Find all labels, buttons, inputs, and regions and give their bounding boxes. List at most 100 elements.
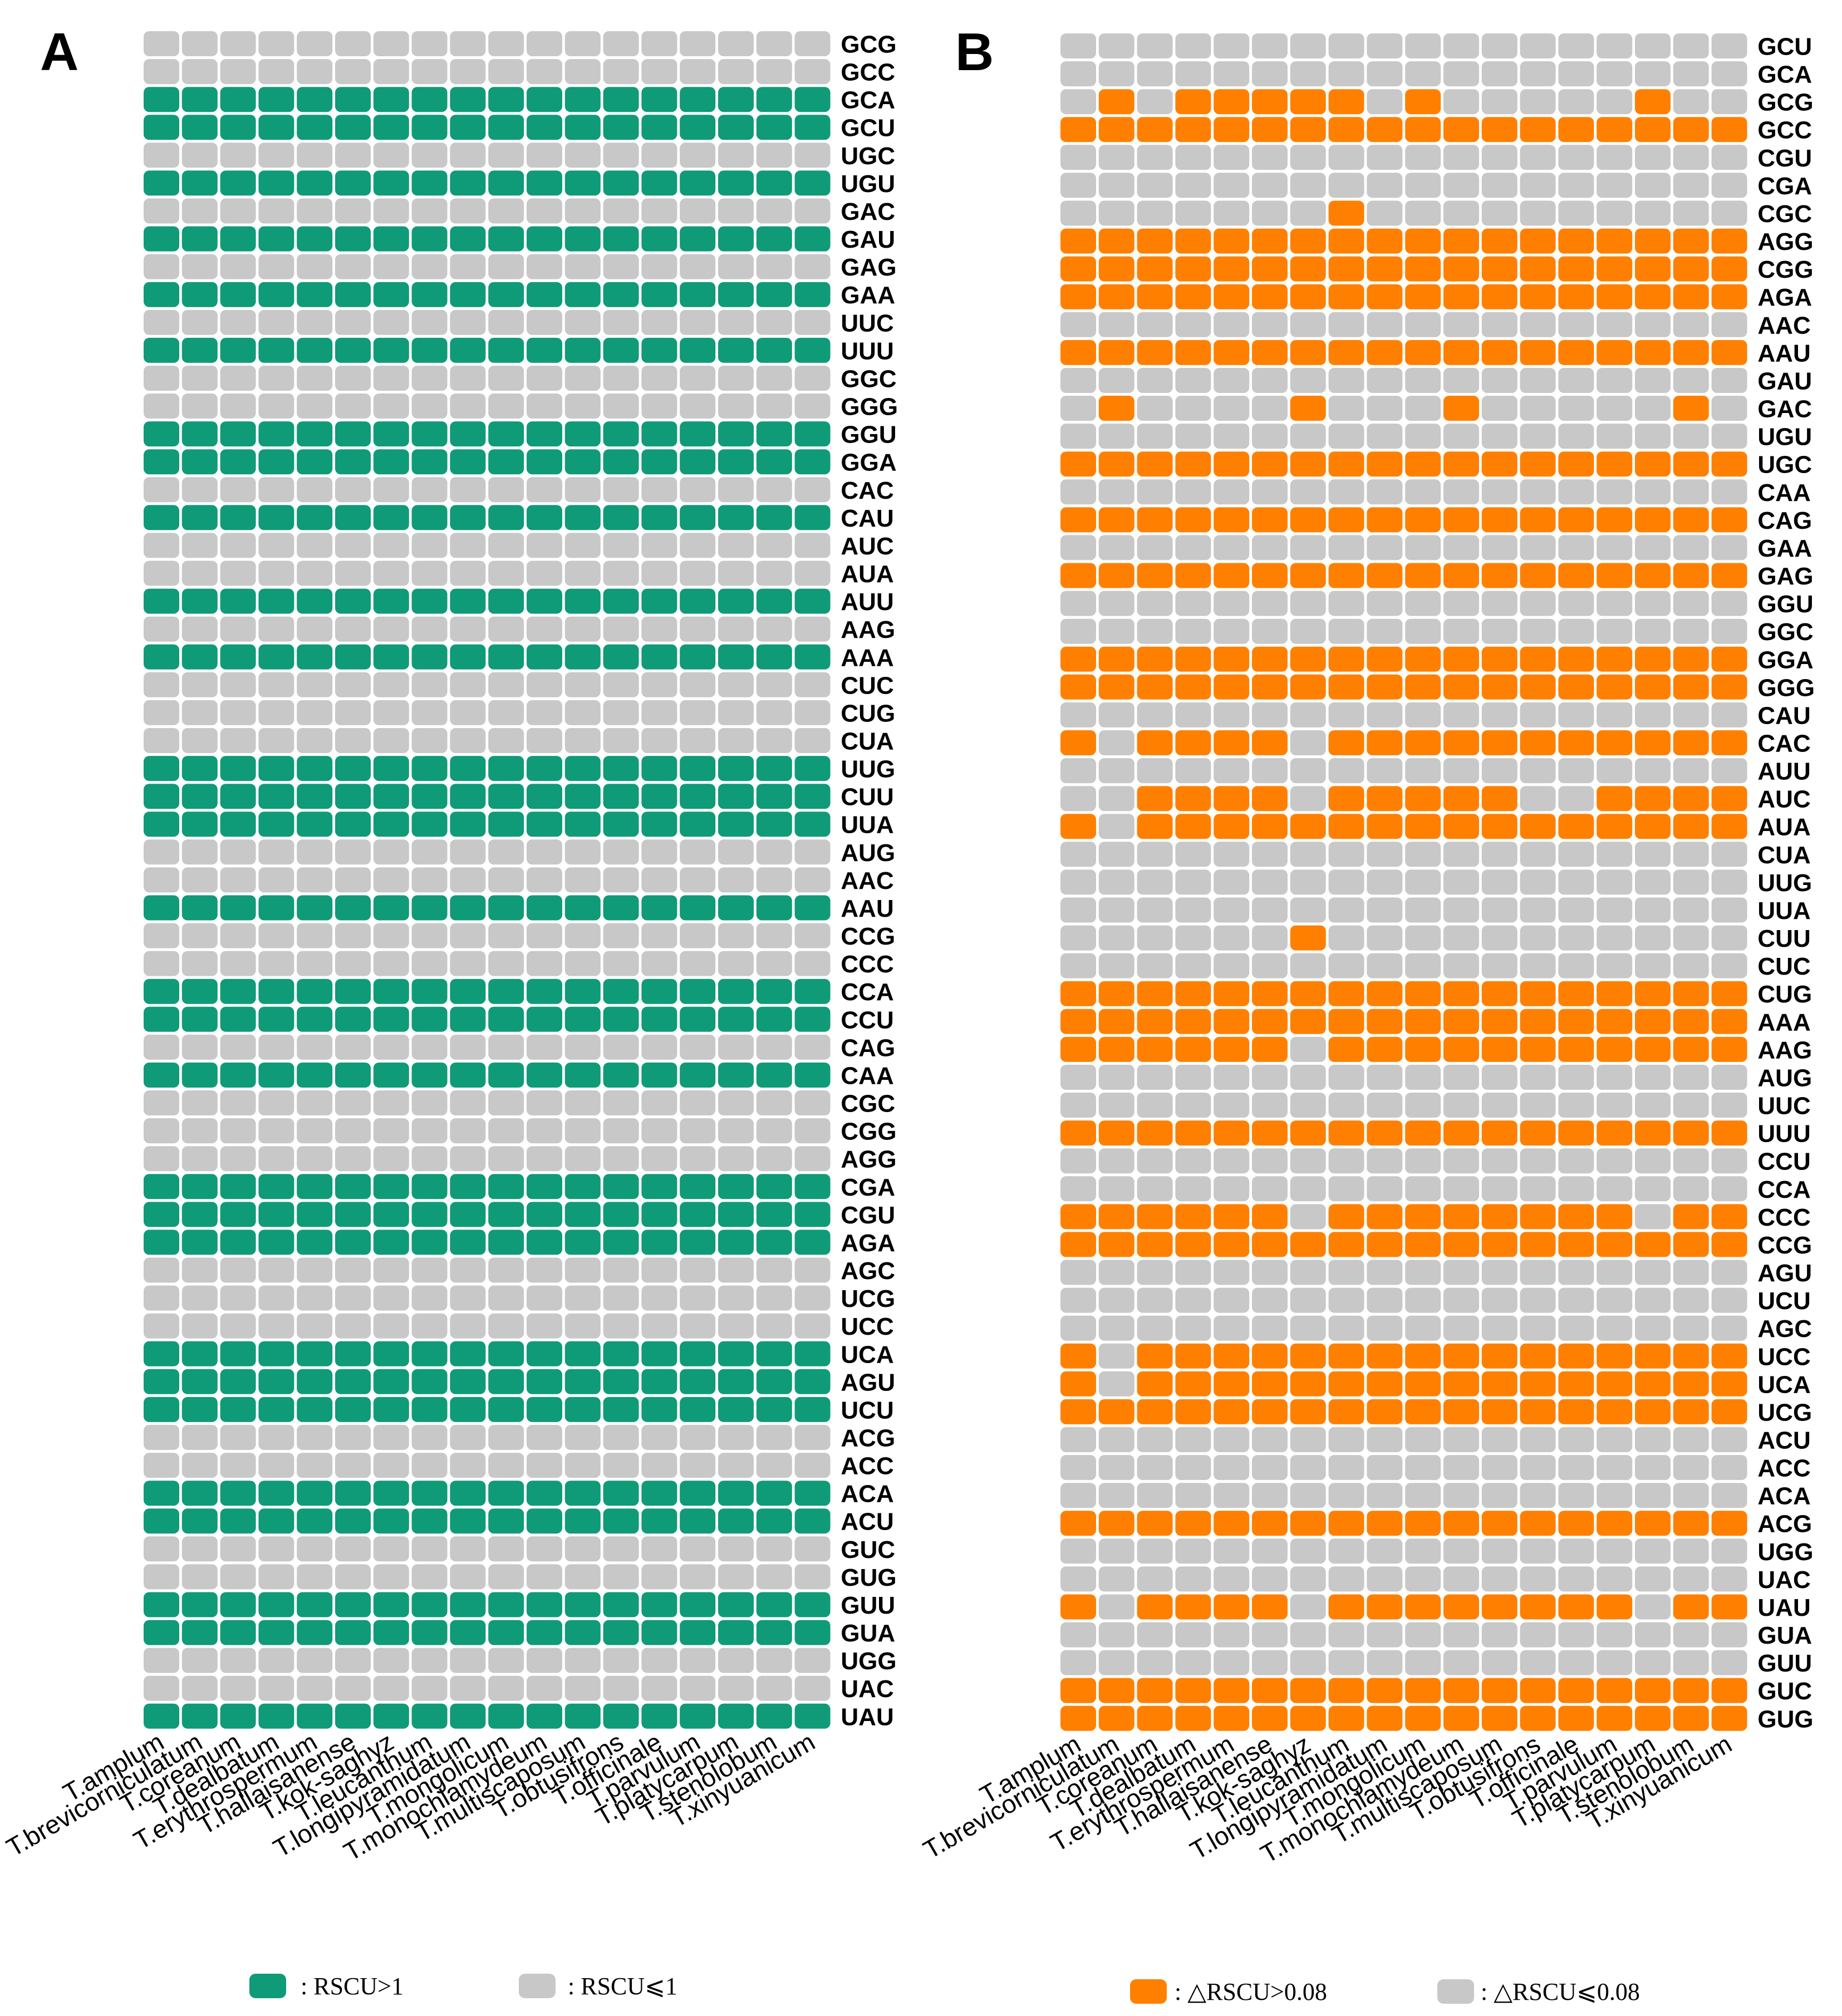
cell-CGA-T.dealbatum [258, 1174, 294, 1199]
cell-UCA-T.kok-saghyz [1290, 1371, 1326, 1397]
cell-CUG-T.obtusifrons [1520, 981, 1556, 1006]
cell-AUA-T.coreanum [1137, 814, 1173, 839]
cell-CCA-T.dealbatum [1175, 1176, 1211, 1202]
cell-CUU-T.parvulum [1597, 925, 1633, 951]
cell-GGU-T.hallaisanense [1252, 591, 1288, 616]
cell-CCC-T.parvulum [1597, 1204, 1633, 1230]
cell-AUG-T.dealbatum [258, 839, 294, 865]
cell-GGC-T.obtusifrons [603, 366, 639, 391]
cell-UCA-T.erythrospermum [1214, 1371, 1250, 1397]
cell-AGC-T.hallaisanense [335, 1257, 371, 1283]
cell-GGU-T.obtusifrons [603, 421, 639, 447]
cell-GUG-T.monochlamydeum [1443, 1705, 1479, 1731]
cell-CGA-T.longipyramidatum [1367, 173, 1403, 198]
cell-CUG-T.longipyramidatum [1367, 981, 1403, 1006]
cell-CCA-T.leucanthum [1328, 1176, 1364, 1202]
cell-UUG-T.platycarpum [718, 756, 754, 781]
cell-GUA-T.mongolicum [1405, 1622, 1441, 1648]
cell-UUU-T.monochlamydeum [1443, 1120, 1479, 1146]
cell-AAC-T.longipyramidatum [450, 867, 486, 893]
cell-CCA-T.brevicorniculatum [1098, 1176, 1134, 1202]
cell-CUC-T.hallaisanense [335, 672, 371, 697]
cell-GAC-T.erythrospermum [1214, 396, 1250, 421]
cell-GCU-T.hallaisanense [1252, 33, 1288, 58]
cell-CUC-T.kok-saghyz [1290, 953, 1326, 979]
panel-b-delta-rscu-heatmap: B GCUGCAGCGGCCCGUCGACGCAGGCGGAGAAACAAUGA… [918, 22, 1815, 2005]
cell-GUG-T.parvulum [1597, 1705, 1633, 1731]
cell-CGA-T.coreanum [1137, 173, 1173, 198]
cell-UUA-T.officinale [1558, 897, 1594, 923]
codon-label: CAA [841, 1063, 893, 1090]
cell-AAA-T.multiscaposum [1481, 1009, 1517, 1034]
cell-GUG-T.hallaisanense [1252, 1705, 1288, 1731]
cell-AUG-T.multiscaposum [1481, 1065, 1517, 1090]
cell-GUC-T.platycarpum [1635, 1678, 1671, 1703]
cell-UGG-T.parvulum [680, 1648, 716, 1673]
cell-GCG-T.parvulum [680, 31, 716, 56]
cell-UUG-T.platycarpum [1635, 869, 1671, 895]
cell-AGC-T.mongolicum [488, 1257, 524, 1283]
cell-GGU-T.brevicorniculatum [1098, 591, 1134, 616]
cell-CUU-T.platycarpum [718, 784, 754, 809]
cell-CCA-T.stenolobum [1673, 1176, 1709, 1202]
cell-CAG-T.amplum [1060, 507, 1096, 533]
cell-UGU-T.amplum [1060, 424, 1096, 449]
cell-CGG-T.hallaisanense [335, 1118, 371, 1144]
codon-label: AAC [841, 867, 893, 894]
cell-CGC-T.parvulum [1597, 200, 1633, 226]
cell-CCC-T.officinale [641, 951, 677, 976]
cell-AAU-T.platycarpum [718, 895, 754, 921]
cell-CCU-T.leucanthum [411, 1006, 448, 1032]
cell-GGU-T.kok-saghyz [1290, 591, 1326, 616]
cell-GCC-T.amplum [1060, 117, 1096, 142]
cell-ACC-T.erythrospermum [297, 1453, 333, 1478]
cell-UAU-T.erythrospermum [1214, 1594, 1250, 1620]
cell-GUU-T.hallaisanense [335, 1592, 371, 1617]
cell-UGU-T.obtusifrons [1520, 424, 1556, 449]
cell-CUU-T.obtusifrons [603, 784, 639, 809]
cell-GCC-T.amplum [144, 59, 179, 85]
cell-AAA-T.kok-saghyz [1290, 1009, 1326, 1034]
cell-AUG-T.kok-saghyz [1290, 1065, 1326, 1090]
cell-ACU-T.brevicorniculatum [1098, 1427, 1134, 1452]
cell-UCC-T.obtusifrons [1520, 1343, 1556, 1369]
cell-UUG-T.monochlamydeum [1443, 869, 1479, 895]
cell-CAG-T.platycarpum [1635, 507, 1671, 533]
cell-ACA-T.amplum [1060, 1483, 1096, 1508]
cell-GAG-T.xinyuanicum [1711, 563, 1747, 588]
cell-ACC-T.dealbatum [258, 1453, 294, 1478]
cell-CCA-T.officinale [1558, 1176, 1594, 1202]
cell-UCG-T.brevicorniculatum [181, 1285, 218, 1311]
cell-CCA-T.coreanum [1137, 1176, 1173, 1202]
codon-label: GAU [1757, 368, 1812, 395]
cell-UCA-T.stenolobum [756, 1341, 792, 1366]
cell-CUG-T.hallaisanense [1252, 981, 1288, 1006]
cell-GAU-T.coreanum [220, 226, 256, 252]
cell-CUA-T.xinyuanicum [1711, 842, 1747, 867]
cell-CGU-T.longipyramidatum [450, 1202, 486, 1227]
cell-CGA-T.xinyuanicum [794, 1174, 831, 1199]
codon-label: AGU [1757, 1260, 1812, 1287]
cell-GAU-T.stenolobum [756, 226, 792, 252]
cell-ACG-T.leucanthum [411, 1425, 448, 1450]
cell-UCU-T.amplum [1060, 1287, 1096, 1313]
cell-GUA-T.multiscaposum [564, 1620, 601, 1645]
cell-GUA-T.amplum [1060, 1622, 1096, 1648]
cell-CGG-T.officinale [1558, 256, 1594, 282]
cell-CAG-T.platycarpum [718, 1034, 754, 1060]
codon-label: AGU [841, 1369, 895, 1396]
cell-AUG-T.coreanum [220, 839, 256, 865]
cell-CGA-T.leucanthum [1328, 173, 1364, 198]
cell-CAU-T.hallaisanense [335, 505, 371, 530]
cell-UUU-T.parvulum [1597, 1120, 1633, 1146]
cell-UGU-T.kok-saghyz [373, 170, 409, 196]
codon-label: ACU [1757, 1427, 1810, 1454]
cell-GGG-T.longipyramidatum [1367, 674, 1403, 700]
cell-AGG-T.stenolobum [756, 1146, 792, 1172]
cell-UCC-T.coreanum [220, 1313, 256, 1339]
cell-AUC-T.xinyuanicum [1711, 786, 1747, 812]
cell-UCC-T.platycarpum [718, 1313, 754, 1339]
cell-ACG-T.officinale [1558, 1511, 1594, 1536]
cell-AUA-T.xinyuanicum [794, 560, 831, 586]
cell-ACC-T.dealbatum [1175, 1455, 1211, 1481]
